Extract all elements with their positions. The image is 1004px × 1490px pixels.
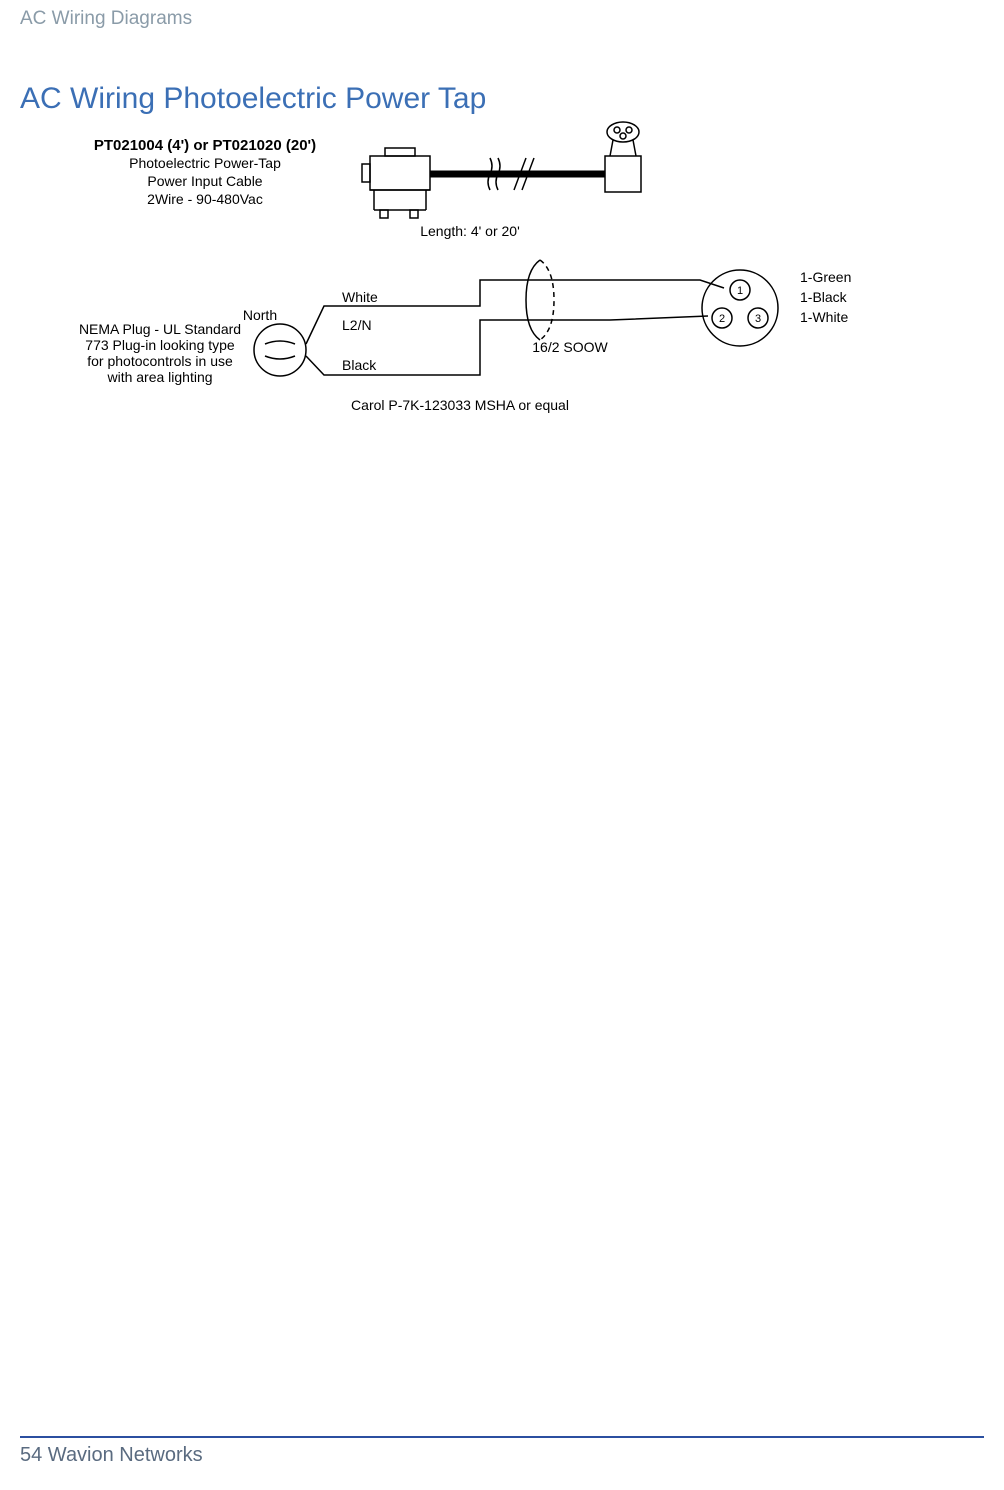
page-header: AC Wiring Diagrams <box>20 8 192 30</box>
footer-divider <box>20 1436 984 1438</box>
pin-black: 1-Black <box>800 289 848 305</box>
pin-green: 1-Green <box>800 269 851 285</box>
three-pin-connector <box>702 270 778 346</box>
plug-assembly-left <box>362 148 430 218</box>
connector-right <box>605 122 641 192</box>
nema-plug <box>254 324 306 376</box>
shield-oval <box>526 260 554 340</box>
black-label: Black <box>342 357 377 373</box>
cable-type: 16/2 SOOW <box>532 339 608 355</box>
length-label: Length: 4' or 20' <box>420 223 520 239</box>
white-label: White <box>342 289 378 305</box>
wiring-diagram: PT021004 (4') or PT021020 (20') Photoele… <box>40 120 920 440</box>
plug-desc-4: with area lighting <box>106 369 212 385</box>
l2n-label: L2/N <box>342 317 372 333</box>
plug-desc-1: NEMA Plug - UL Standard <box>79 321 241 337</box>
pin-1: 1 <box>737 285 743 297</box>
cable-spec: Carol P-7K-123033 MSHA or equal <box>351 397 569 413</box>
plug-desc-2: 773 Plug-in looking type <box>85 337 235 353</box>
pin-white: 1-White <box>800 309 848 325</box>
footer-text: 54 Wavion Networks <box>20 1444 203 1467</box>
north-label: North <box>243 307 277 323</box>
part-desc-2: Power Input Cable <box>147 173 262 189</box>
pin-2: 2 <box>719 313 725 325</box>
plug-desc-3: for photocontrols in use <box>87 353 233 369</box>
part-desc-1: Photoelectric Power-Tap <box>129 155 281 171</box>
page-title: AC Wiring Photoelectric Power Tap <box>20 82 486 116</box>
part-desc-3: 2Wire - 90-480Vac <box>147 191 263 207</box>
part-number: PT021004 (4') or PT021020 (20') <box>94 137 316 154</box>
pin-3: 3 <box>755 313 761 325</box>
